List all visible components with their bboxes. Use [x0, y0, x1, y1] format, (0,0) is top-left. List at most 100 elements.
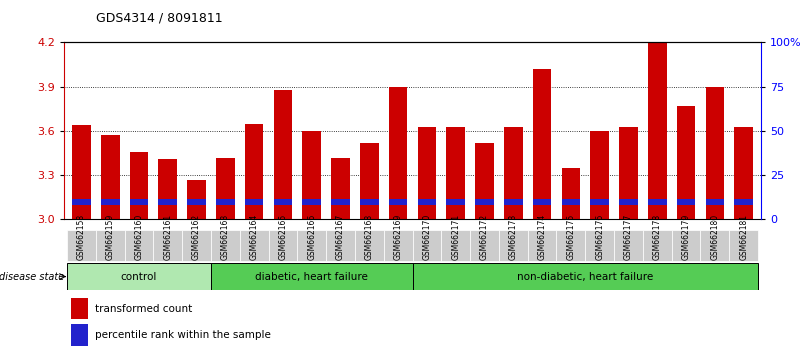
Text: GSM662160: GSM662160	[135, 214, 143, 260]
Bar	[388, 87, 408, 219]
Bar	[562, 199, 580, 205]
Bar	[355, 230, 384, 261]
Bar	[159, 199, 177, 205]
Bar	[413, 263, 758, 290]
Text: GSM662175: GSM662175	[566, 214, 575, 260]
Bar	[388, 199, 408, 205]
Text: GSM662165: GSM662165	[279, 214, 288, 260]
Bar	[326, 230, 355, 261]
Bar	[590, 131, 609, 219]
Text: GSM662179: GSM662179	[682, 214, 690, 260]
Bar	[71, 298, 88, 319]
Bar	[735, 127, 753, 219]
Bar	[528, 230, 557, 261]
Bar	[72, 199, 91, 205]
Bar	[614, 230, 643, 261]
Bar	[187, 180, 206, 219]
Bar	[586, 230, 614, 261]
Bar	[619, 199, 638, 205]
Bar	[302, 199, 321, 205]
Text: GSM662172: GSM662172	[480, 214, 489, 260]
Bar	[417, 199, 437, 205]
Bar	[643, 230, 672, 261]
Bar	[331, 199, 350, 205]
Text: GSM662178: GSM662178	[653, 214, 662, 260]
Bar	[245, 199, 264, 205]
Text: GSM662176: GSM662176	[595, 214, 604, 260]
Text: GSM662159: GSM662159	[106, 214, 115, 260]
Bar	[182, 230, 211, 261]
Bar	[159, 159, 177, 219]
Bar	[71, 324, 88, 346]
Bar	[239, 230, 268, 261]
Bar	[499, 230, 528, 261]
Bar	[475, 143, 494, 219]
Bar	[557, 230, 586, 261]
Bar	[735, 199, 753, 205]
Bar	[268, 230, 297, 261]
Bar	[677, 106, 695, 219]
Text: percentile rank within the sample: percentile rank within the sample	[95, 330, 272, 340]
Bar	[245, 124, 264, 219]
Bar	[590, 199, 609, 205]
Bar	[562, 168, 580, 219]
Text: disease state: disease state	[0, 272, 65, 281]
Text: GSM662171: GSM662171	[451, 214, 461, 260]
Text: GSM662163: GSM662163	[221, 214, 230, 260]
Bar	[706, 199, 724, 205]
Text: diabetic, heart failure: diabetic, heart failure	[256, 272, 368, 281]
Bar	[648, 42, 666, 219]
Text: GSM662164: GSM662164	[250, 214, 259, 260]
Bar	[331, 158, 350, 219]
Bar	[67, 263, 211, 290]
Bar	[648, 199, 666, 205]
Bar	[619, 127, 638, 219]
Bar	[417, 127, 437, 219]
Bar	[701, 230, 729, 261]
Text: transformed count: transformed count	[95, 303, 193, 314]
Bar	[124, 230, 153, 261]
Bar	[360, 199, 379, 205]
Bar	[672, 230, 701, 261]
Bar	[67, 230, 96, 261]
Text: GSM662180: GSM662180	[710, 214, 719, 260]
Bar	[211, 230, 239, 261]
Text: GSM662166: GSM662166	[308, 214, 316, 260]
Text: GDS4314 / 8091811: GDS4314 / 8091811	[96, 12, 223, 25]
Text: GSM662173: GSM662173	[509, 214, 517, 260]
Text: GSM662181: GSM662181	[739, 214, 748, 260]
Text: GSM662168: GSM662168	[364, 214, 374, 260]
Bar	[187, 199, 206, 205]
Text: GSM662170: GSM662170	[422, 214, 432, 260]
Bar	[274, 199, 292, 205]
Bar	[297, 230, 326, 261]
Bar	[96, 230, 124, 261]
Bar	[101, 199, 119, 205]
Bar	[470, 230, 499, 261]
Bar	[101, 136, 119, 219]
Bar	[384, 230, 413, 261]
Bar	[533, 199, 551, 205]
Bar	[274, 90, 292, 219]
Bar	[504, 199, 523, 205]
Text: GSM662174: GSM662174	[537, 214, 546, 260]
Bar	[533, 69, 551, 219]
Bar	[504, 127, 523, 219]
Text: GSM662167: GSM662167	[336, 214, 345, 260]
Text: GSM662161: GSM662161	[163, 214, 172, 260]
Text: control: control	[121, 272, 157, 281]
Bar	[153, 230, 182, 261]
Bar	[475, 199, 494, 205]
Bar	[216, 158, 235, 219]
Bar	[360, 143, 379, 219]
Bar	[441, 230, 470, 261]
Text: non-diabetic, heart failure: non-diabetic, heart failure	[517, 272, 654, 281]
Bar	[677, 199, 695, 205]
Bar	[446, 127, 465, 219]
Text: GSM662162: GSM662162	[192, 214, 201, 260]
Bar	[72, 125, 91, 219]
Bar	[130, 199, 148, 205]
Text: GSM662169: GSM662169	[393, 214, 403, 260]
Bar	[446, 199, 465, 205]
Bar	[216, 199, 235, 205]
